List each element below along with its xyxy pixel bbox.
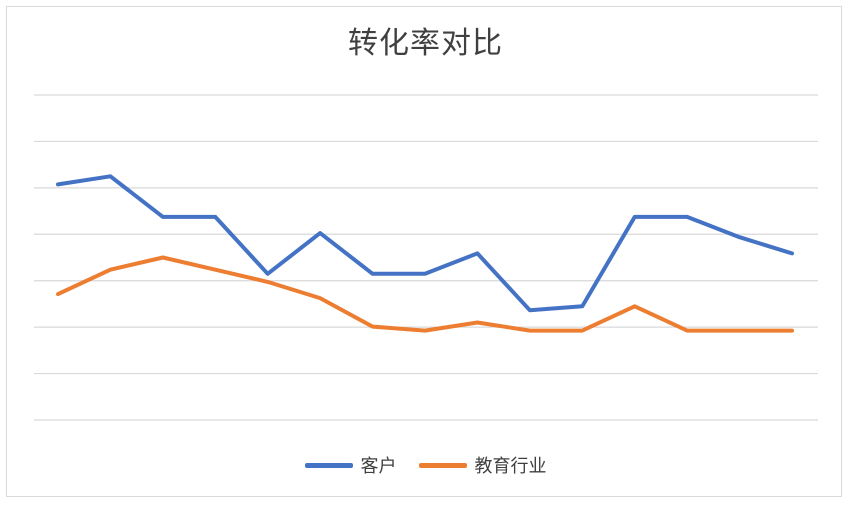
series-line-0 bbox=[56, 174, 794, 313]
chart-area bbox=[6, 6, 842, 497]
legend: 客户 教育行业 bbox=[0, 452, 851, 478]
legend-swatch-education bbox=[418, 462, 467, 468]
legend-label-customer: 客户 bbox=[360, 456, 397, 477]
legend-label-education: 教育行业 bbox=[474, 456, 547, 477]
series-layer bbox=[56, 174, 794, 333]
series-line-1 bbox=[56, 255, 794, 333]
legend-item-customer: 客户 bbox=[304, 452, 397, 478]
gridlines bbox=[34, 94, 818, 421]
chart-title: 转化率对比 bbox=[348, 26, 503, 61]
legend-swatch-customer bbox=[304, 462, 353, 468]
legend-item-education: 教育行业 bbox=[418, 452, 547, 478]
